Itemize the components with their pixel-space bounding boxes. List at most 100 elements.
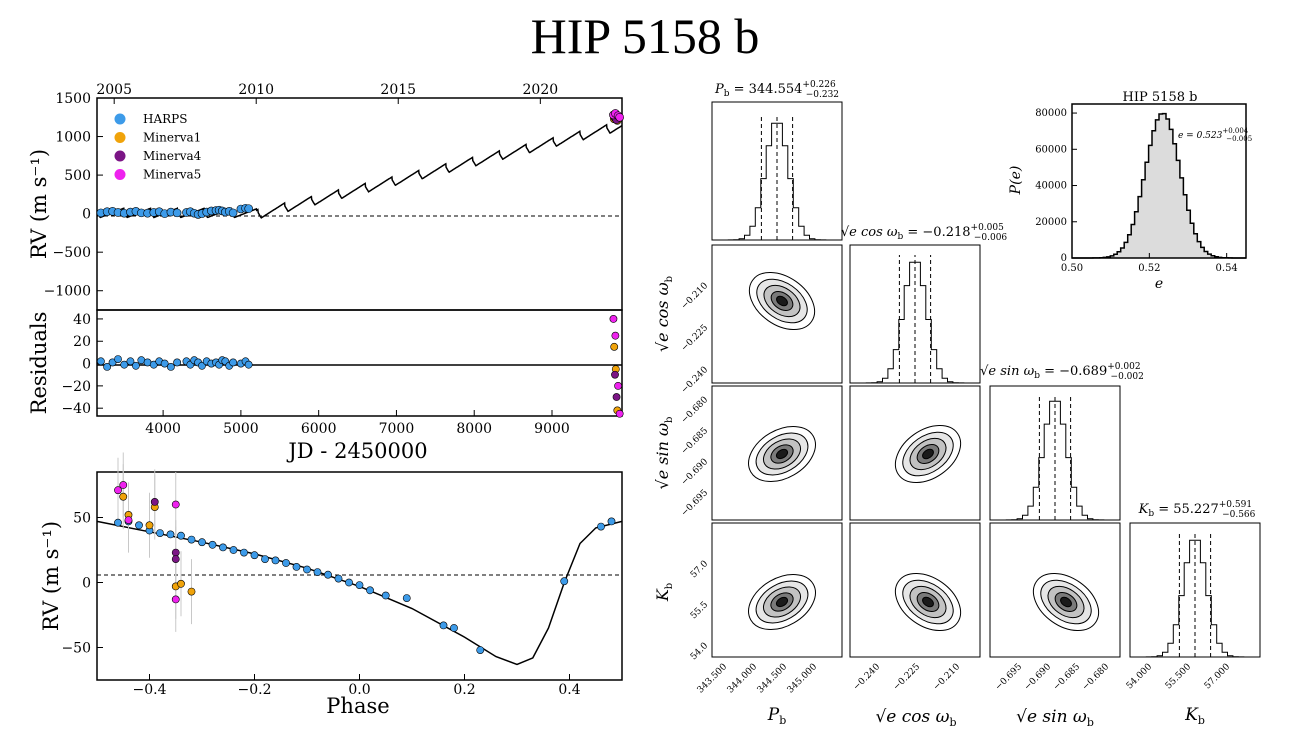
- residuals-point: [166, 363, 175, 371]
- ecc-ylabel: P(e): [1008, 166, 1024, 196]
- residuals-xlabel: JD - 2450000: [286, 439, 427, 463]
- corner-tick-label: −0.695: [679, 488, 710, 519]
- density-contour: [922, 448, 934, 460]
- corner-contours: [748, 271, 1100, 632]
- ecc-ticks: 0.50 0.52 0.54 80000 60000 40000 20000 0: [1035, 108, 1238, 274]
- phase-point: [124, 516, 133, 524]
- phase-xticks: −0.4 −0.2 0.0 0.2 0.4: [133, 674, 581, 698]
- phase-xtick-label: −0.2: [238, 682, 272, 698]
- phase-ytick-label: 50: [73, 511, 91, 527]
- residuals-point: [612, 393, 621, 401]
- xlabel-p: Pb: [767, 705, 787, 727]
- legend-label: Minerva4: [143, 149, 202, 163]
- corner-tick-label: 343.500: [696, 662, 730, 696]
- density-contour: [748, 426, 816, 482]
- phase-point: [171, 500, 180, 509]
- ecc-ytick-label: 60000: [1035, 144, 1067, 155]
- residuals-ytick-label: −20: [61, 379, 91, 395]
- corner-tick-label: −0.240: [679, 365, 710, 396]
- corner-tick-label: 55.5: [689, 600, 710, 621]
- corner-2d-cos-k: [849, 522, 981, 658]
- residuals-point: [198, 361, 206, 370]
- ecc-histogram-fill: [1072, 113, 1246, 258]
- phase-point: [187, 535, 196, 544]
- phase-points: [114, 452, 616, 654]
- density-contour: [1060, 596, 1072, 608]
- phase-point: [171, 595, 180, 604]
- legend-label: Minerva1: [143, 131, 201, 145]
- residuals-xticks: 4000 5000 6000 7000 8000 9000: [145, 410, 570, 437]
- corner-tick-label: 345.000: [786, 662, 820, 696]
- phase-point: [208, 540, 217, 549]
- phase-point: [240, 548, 248, 557]
- rv-time-points: [96, 109, 624, 219]
- ecc-title: HIP 5158 b: [1123, 90, 1198, 105]
- phase-point: [366, 586, 374, 595]
- legend-label: Minerva5: [143, 168, 201, 182]
- residuals-point: [114, 355, 122, 363]
- residuals-point: [103, 363, 112, 371]
- residuals-point: [610, 342, 619, 351]
- sqrt-sign: √: [841, 225, 850, 240]
- phase-point: [219, 543, 227, 552]
- title-sin: √e sin ωb = −0.689+0.002 −0.002: [980, 362, 1144, 382]
- phase-ytick-label: 0: [82, 576, 91, 592]
- corner-tick-label: 54.0: [689, 641, 710, 662]
- corner-tick-label: 54.000: [1125, 662, 1155, 692]
- ecc-ytick-label: 40000: [1035, 181, 1067, 192]
- hist-cos-steps: [850, 255, 980, 384]
- phase-point: [271, 556, 280, 565]
- residuals-ylabel: Residuals: [27, 312, 51, 415]
- corner-hist-cos: [849, 244, 981, 384]
- rv-time-legend: HARPS Minerva1 Minerva4 Minerva5: [114, 112, 202, 182]
- density-contour: [775, 448, 789, 460]
- corner-tick-label: −0.690: [1022, 662, 1053, 693]
- hist-p-steps: [712, 116, 842, 241]
- phase-point: [324, 570, 332, 579]
- legend-marker: [114, 150, 126, 162]
- phase-yticks: 50 0 −50: [61, 511, 103, 657]
- phase-point: [187, 587, 196, 596]
- residuals-yticks: 40 20 0 −20 −40: [61, 312, 103, 417]
- phase-point: [282, 559, 290, 567]
- xlabel-k: Kb: [1184, 705, 1205, 727]
- title-p: Pb = 344.554+0.226 −0.232: [714, 80, 839, 100]
- residuals-ytick-label: 40: [73, 312, 91, 328]
- phase-point: [476, 646, 485, 654]
- residuals-point: [126, 357, 135, 366]
- residuals-point: [96, 357, 105, 366]
- phase-point: [345, 578, 353, 587]
- corner-tick-label: −0.685: [679, 426, 710, 457]
- ecc-ytick-label: 80000: [1035, 108, 1067, 119]
- hist-k-steps: [1130, 533, 1260, 658]
- phase-point: [119, 481, 128, 489]
- ecc-ytick-label: 20000: [1035, 217, 1067, 228]
- phase-point: [119, 492, 128, 501]
- legend-label: HARPS: [143, 112, 187, 126]
- rv-time-ytick-label: 0: [82, 207, 91, 223]
- phase-panel: RV (m s⁻¹) 50 0 −50 −0.4 −0.2 0.0 0.2 0.4 Phas…: [39, 452, 623, 718]
- residuals-point: [120, 360, 129, 369]
- phase-point: [171, 555, 180, 563]
- phase-ylabel: RV (m s⁻¹): [39, 521, 63, 631]
- corner-2d-p-cos: [711, 244, 843, 384]
- phase-point: [597, 522, 605, 531]
- corner-tick-label: 344.500: [756, 662, 790, 696]
- residuals-point: [614, 381, 623, 390]
- phase-point: [450, 624, 458, 632]
- ecc-xtick-label: 0.50: [1061, 263, 1083, 274]
- density-contour: [776, 295, 788, 307]
- corner-tick-label: 57.000: [1203, 662, 1233, 692]
- phase-point: [355, 581, 364, 589]
- phase-point: [261, 555, 269, 563]
- hist-sin-steps: [990, 394, 1120, 521]
- corner-tick-label: −0.225: [679, 323, 710, 354]
- corner-tick-label: −0.680: [679, 395, 710, 426]
- title-cos: √e cos ωb = −0.218+0.005 −0.006: [841, 223, 1008, 243]
- eccentricity-panel: HIP 5158 b 0.50 0.52 0.54 80000 60000 40000 20…: [1008, 90, 1252, 292]
- phase-point: [334, 574, 343, 583]
- density-contour: [1032, 572, 1100, 632]
- residuals-point: [160, 359, 169, 368]
- phase-point: [560, 577, 569, 586]
